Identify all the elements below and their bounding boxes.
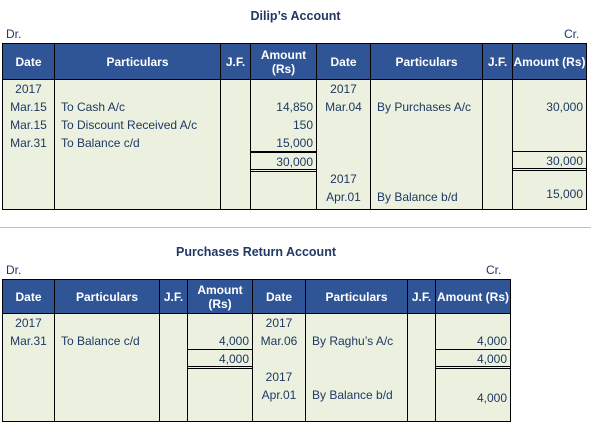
credit-date: Mar.04 bbox=[325, 100, 362, 114]
debit-year: 2017 bbox=[15, 316, 42, 330]
debit-particulars: To Balance c/d bbox=[61, 136, 140, 150]
credit-jf-column bbox=[482, 79, 513, 210]
header-amount: Amount (Rs) bbox=[435, 279, 511, 314]
credit-particulars: By Balance b/d bbox=[312, 388, 393, 402]
dilip-account-title: Dilip’s Account bbox=[250, 9, 341, 23]
credit-year: 2017 bbox=[265, 370, 293, 384]
header-jf: J.F. bbox=[482, 43, 513, 80]
header-amount: Amount (Rs) bbox=[187, 279, 253, 314]
pr-credit-side-label: Cr. bbox=[486, 263, 502, 277]
debit-date: Mar.31 bbox=[10, 136, 47, 150]
debit-particulars: To Discount Received A/c bbox=[61, 118, 198, 132]
section-divider bbox=[0, 227, 591, 228]
credit-date-column: 2017 Mar.04 2017 Apr.01 bbox=[316, 79, 371, 210]
debit-amount: 15,000 bbox=[251, 134, 316, 152]
credit-particulars: By Raghu’s A/c bbox=[312, 334, 394, 348]
debit-amount: 150 bbox=[292, 118, 313, 132]
header-amount: Amount (Rs) bbox=[250, 43, 317, 80]
debit-particulars: To Cash A/c bbox=[61, 100, 126, 114]
debit-date-column: 2017 Mar.31 bbox=[2, 313, 55, 422]
debit-date: Mar.15 bbox=[10, 100, 47, 114]
header-amount: Amount (Rs) bbox=[512, 43, 587, 80]
purchases-return-ledger-table: Date Particulars J.F. Amount (Rs) Date P… bbox=[2, 279, 511, 422]
debit-particulars-column: To Balance c/d bbox=[54, 313, 160, 422]
credit-amount-column: 30,000 30,000 15,000 bbox=[512, 79, 587, 210]
credit-date: Mar.06 bbox=[260, 334, 298, 348]
debit-jf-column bbox=[220, 79, 251, 210]
credit-amount: 15,000 bbox=[546, 187, 583, 201]
credit-date: Apr.01 bbox=[261, 388, 297, 402]
credit-amount-column: 4,000 4,000 4,000 bbox=[435, 313, 511, 422]
header-jf: J.F. bbox=[220, 43, 251, 80]
debit-amount: 4,000 bbox=[188, 332, 252, 350]
header-date: Date bbox=[2, 279, 55, 314]
debit-particulars-column: To Cash A/c To Discount Received A/c To … bbox=[54, 79, 221, 210]
header-jf: J.F. bbox=[159, 279, 188, 314]
debit-date: Mar.31 bbox=[10, 334, 47, 348]
debit-date-column: 2017 Mar.15 Mar.15 Mar.31 bbox=[2, 79, 55, 210]
credit-amount: 30,000 bbox=[546, 100, 583, 114]
header-particulars: Particulars bbox=[54, 43, 221, 80]
header-date: Date bbox=[252, 279, 306, 314]
debit-date: Mar.15 bbox=[10, 118, 47, 132]
credit-particulars: By Purchases A/c bbox=[377, 100, 472, 114]
credit-particulars-column: By Raghu’s A/c By Balance b/d bbox=[305, 313, 408, 422]
dilip-ledger-table: Date Particulars J.F. Amount (Rs) Date P… bbox=[2, 43, 587, 210]
credit-amount: 4,000 bbox=[436, 332, 510, 350]
debit-amount-column: 4,000 4,000 bbox=[187, 313, 253, 422]
debit-total: 30,000 bbox=[251, 152, 316, 172]
header-date: Date bbox=[316, 43, 371, 80]
credit-year: 2017 bbox=[265, 316, 293, 330]
credit-year: 2017 bbox=[330, 172, 357, 186]
header-date: Date bbox=[2, 43, 55, 80]
dilip-credit-side-label: Cr. bbox=[564, 27, 580, 41]
credit-year: 2017 bbox=[330, 82, 357, 96]
credit-total: 30,000 bbox=[513, 151, 586, 171]
debit-jf-column bbox=[159, 313, 188, 422]
dilip-debit-side-label: Dr. bbox=[6, 27, 22, 41]
credit-total: 4,000 bbox=[436, 350, 510, 369]
credit-date-column: 2017 Mar.06 2017 Apr.01 bbox=[252, 313, 306, 422]
debit-year: 2017 bbox=[15, 82, 42, 96]
credit-particulars: By Balance b/d bbox=[377, 190, 458, 204]
debit-total: 4,000 bbox=[188, 350, 252, 369]
credit-particulars-column: By Purchases A/c By Balance b/d bbox=[370, 79, 483, 210]
header-particulars: Particulars bbox=[54, 279, 160, 314]
purchases-return-title: Purchases Return Account bbox=[176, 245, 336, 259]
debit-amount-column: 14,850 150 15,000 30,000 bbox=[250, 79, 317, 210]
credit-amount: 4,000 bbox=[476, 391, 507, 405]
header-particulars: Particulars bbox=[370, 43, 483, 80]
header-jf: J.F. bbox=[407, 279, 436, 314]
credit-jf-column bbox=[407, 313, 436, 422]
credit-date: Apr.01 bbox=[326, 190, 361, 204]
header-particulars: Particulars bbox=[305, 279, 408, 314]
pr-debit-side-label: Dr. bbox=[6, 263, 22, 277]
debit-amount: 14,850 bbox=[276, 100, 313, 114]
debit-particulars: To Balance c/d bbox=[61, 334, 140, 348]
